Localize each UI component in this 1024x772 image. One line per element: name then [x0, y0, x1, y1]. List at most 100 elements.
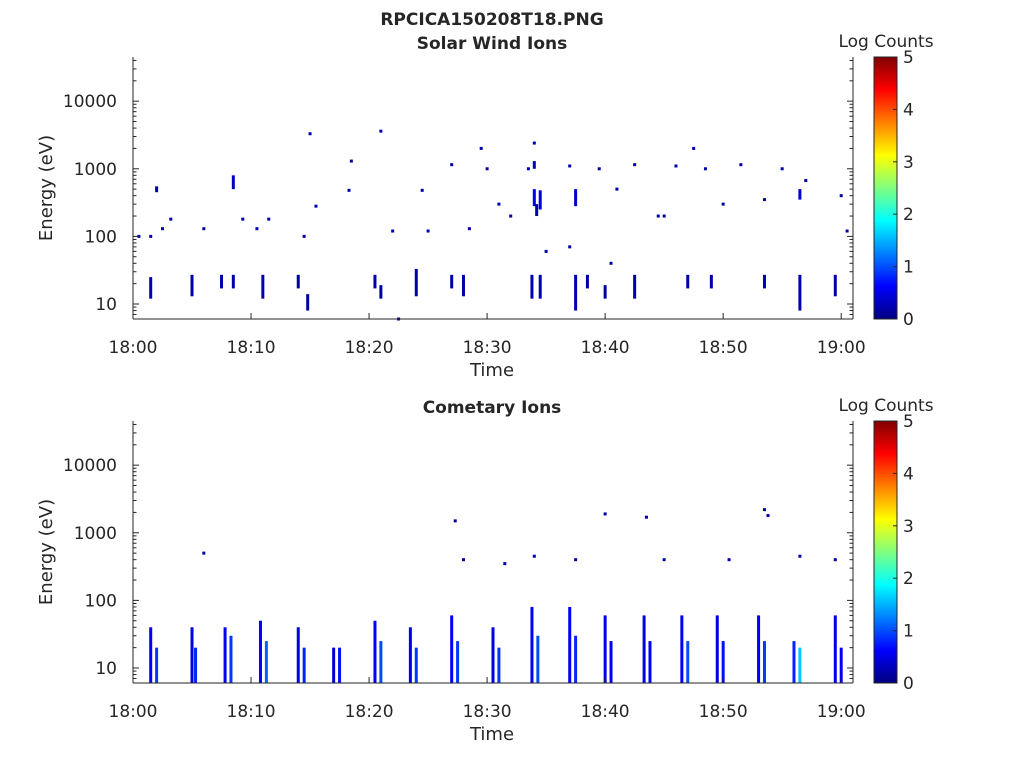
y-tick-label: 10 — [95, 659, 117, 679]
data-cell — [149, 277, 153, 299]
data-column — [792, 641, 796, 683]
data-point — [485, 167, 489, 171]
data-cell — [379, 285, 383, 299]
data-column — [194, 647, 198, 683]
data-point — [674, 164, 678, 168]
data-point — [308, 132, 312, 136]
data-cell — [373, 274, 377, 289]
data-column — [762, 641, 766, 683]
data-column — [338, 647, 342, 683]
data-column — [302, 647, 306, 683]
data-column — [715, 615, 719, 683]
data-column — [530, 606, 534, 683]
y-axis-label: Energy (eV) — [36, 135, 57, 241]
x-tick-label: 18:50 — [699, 338, 748, 358]
plot-area — [133, 57, 853, 319]
data-point — [766, 514, 770, 518]
data-column — [258, 620, 262, 683]
y-tick-label: 1000 — [74, 524, 117, 544]
data-cell — [798, 189, 802, 200]
x-tick-label: 18:30 — [463, 702, 512, 722]
data-column — [497, 647, 501, 683]
colorbar-tick-label: 0 — [903, 674, 914, 694]
data-cell — [538, 274, 542, 299]
data-cell — [461, 274, 465, 297]
data-point — [241, 217, 245, 221]
data-point — [497, 202, 501, 206]
data-point — [615, 187, 619, 191]
data-point — [762, 508, 766, 512]
data-point — [267, 217, 271, 221]
data-cell — [762, 274, 766, 289]
data-cell — [574, 189, 578, 207]
colorbar-tick-label: 3 — [903, 153, 914, 173]
data-point — [780, 167, 784, 171]
data-point — [703, 167, 707, 171]
data-cell — [220, 274, 224, 289]
colorbar-label: Log Counts — [838, 396, 933, 416]
data-point — [379, 129, 383, 133]
data-point — [453, 519, 457, 523]
data-column — [190, 627, 194, 683]
data-column — [648, 641, 652, 683]
colorbar-tick-label: 3 — [903, 517, 914, 537]
data-point — [656, 214, 660, 218]
data-point — [727, 558, 731, 562]
data-cell — [231, 274, 235, 289]
x-tick-label: 18:20 — [345, 702, 394, 722]
data-point — [461, 558, 465, 562]
data-column — [839, 647, 843, 683]
data-point — [644, 515, 648, 519]
data-cell — [231, 175, 235, 190]
data-point — [721, 202, 725, 206]
y-tick-label: 10 — [95, 295, 117, 315]
x-tick-label: 18:40 — [581, 338, 630, 358]
x-tick-label: 19:00 — [817, 338, 866, 358]
colorbar-tick-label: 4 — [903, 100, 914, 120]
data-cell — [532, 189, 536, 207]
data-point — [302, 234, 306, 238]
data-cell — [530, 274, 534, 299]
data-cell — [798, 274, 802, 311]
colorbar-tick-label: 2 — [903, 569, 914, 589]
data-point — [169, 217, 173, 221]
data-column — [798, 647, 802, 683]
colorbar-tick-label: 1 — [903, 622, 914, 642]
y-tick-label: 10000 — [63, 456, 117, 476]
data-point — [662, 558, 666, 562]
data-column — [229, 635, 233, 683]
data-point — [202, 551, 206, 555]
data-point — [845, 229, 849, 233]
data-cell — [709, 274, 713, 289]
data-cell — [155, 186, 159, 193]
data-cell — [535, 204, 539, 217]
data-column — [833, 615, 837, 683]
data-column — [603, 615, 607, 683]
data-column — [568, 606, 572, 683]
colorbar-label: Log Counts — [838, 32, 933, 52]
data-column — [149, 627, 153, 683]
x-tick-label: 19:00 — [817, 702, 866, 722]
data-column — [574, 635, 578, 683]
data-cell — [585, 274, 589, 289]
data-point — [479, 146, 483, 150]
x-tick-label: 18:30 — [463, 338, 512, 358]
x-tick-label: 18:10 — [227, 702, 276, 722]
data-point — [202, 227, 206, 231]
data-point — [739, 163, 743, 167]
data-point — [692, 146, 696, 150]
data-point — [509, 214, 513, 218]
data-point — [762, 198, 766, 202]
x-axis-label: Time — [469, 360, 514, 381]
colorbar-tick-label: 5 — [903, 412, 914, 432]
data-point — [544, 249, 548, 253]
y-tick-label: 100 — [85, 227, 117, 247]
data-point — [349, 159, 353, 163]
data-cell — [532, 161, 536, 169]
data-cell — [450, 274, 454, 289]
y-axis-label: Energy (eV) — [36, 499, 57, 605]
data-point — [597, 167, 601, 171]
